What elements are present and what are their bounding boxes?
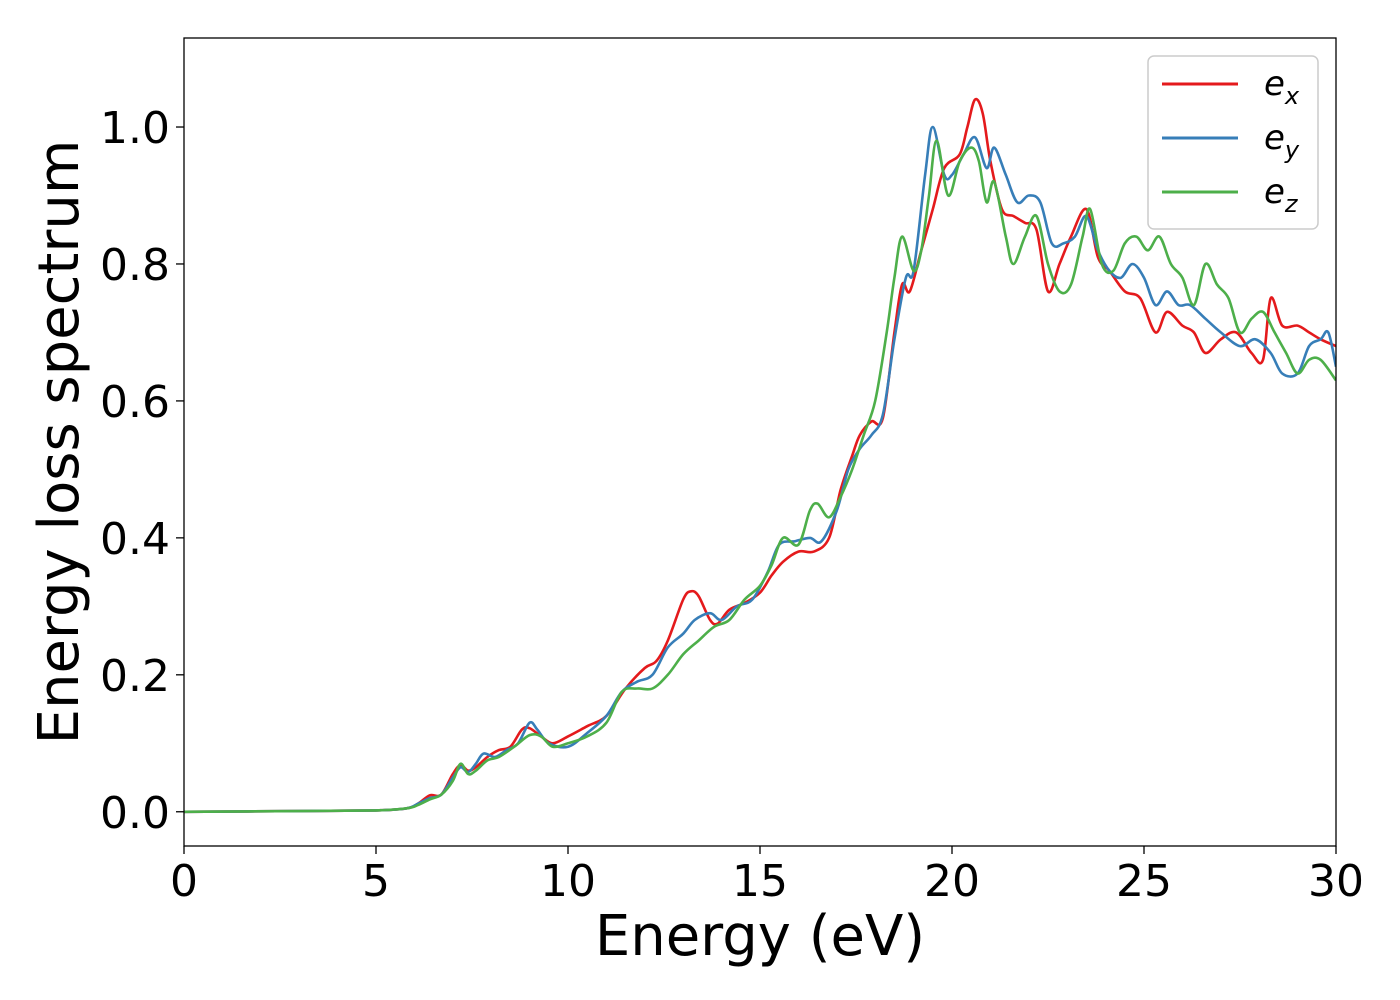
x-tick-label: 5	[362, 856, 390, 907]
y-tick-label: 1.0	[100, 103, 170, 154]
legend-label-base: e	[1264, 118, 1285, 158]
x-tick-label: 25	[1116, 856, 1172, 907]
series-line-e-y	[184, 125, 1336, 814]
legend-label-base: e	[1264, 64, 1285, 104]
x-tick-label: 0	[170, 856, 198, 907]
legend-label-subscript: y	[1284, 136, 1300, 164]
y-axis-ticks: 0.0 0.2 0.4 0.6 0.8 1.0	[100, 103, 184, 839]
legend-label-e-z: ez	[1264, 172, 1299, 218]
y-tick-label: 0.6	[100, 377, 170, 428]
series-line-e-x	[184, 97, 1336, 814]
x-axis-title: Energy (eV)	[595, 904, 925, 969]
y-tick-label: 0.0	[100, 788, 170, 839]
legend-label-subscript: x	[1284, 82, 1300, 110]
x-axis-ticks: 0 5 10 15 20 25 30	[170, 846, 1364, 907]
x-tick-label: 15	[732, 856, 788, 907]
y-axis-title: Energy loss spectrum	[27, 140, 92, 745]
x-tick-label: 20	[924, 856, 980, 907]
legend-frame	[1147, 55, 1319, 230]
legend-label-subscript: z	[1284, 190, 1299, 218]
y-tick-label: 0.4	[100, 514, 170, 565]
legend-label-base: e	[1264, 172, 1285, 212]
y-tick-label: 0.8	[100, 240, 170, 291]
plot-area	[184, 38, 1336, 846]
legend-label-e-x: ex	[1264, 64, 1300, 110]
series-layer	[184, 97, 1336, 814]
series-line-e-z	[184, 139, 1336, 814]
x-tick-label: 10	[540, 856, 596, 907]
y-tick-label: 0.2	[100, 651, 170, 702]
legend-label-e-y: ey	[1264, 118, 1300, 164]
x-tick-label: 30	[1308, 856, 1364, 907]
